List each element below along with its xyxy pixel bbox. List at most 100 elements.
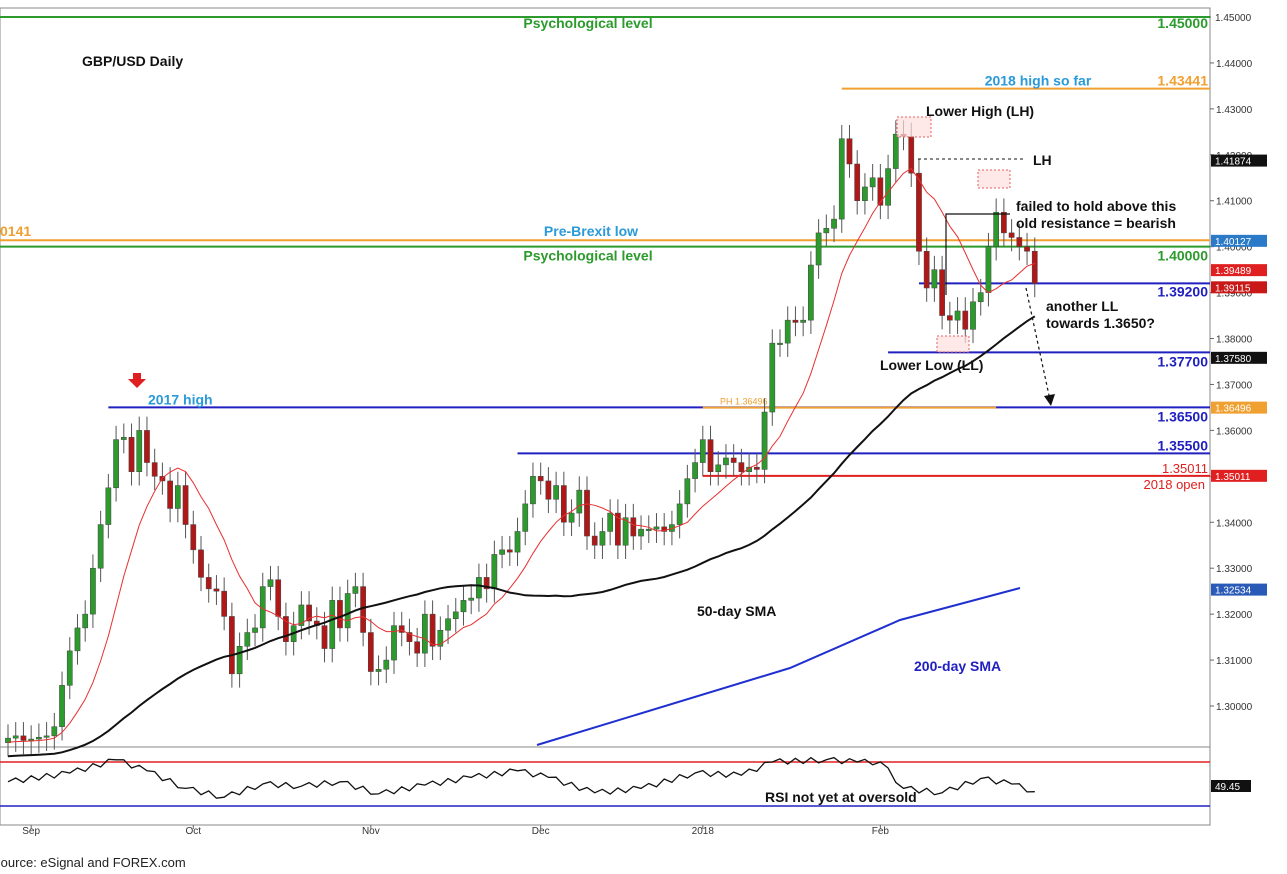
candle-body — [329, 600, 336, 649]
candle-body — [607, 512, 614, 532]
candle-body — [792, 319, 799, 323]
candle-body — [769, 342, 776, 413]
candle-body — [638, 528, 644, 537]
candle-body — [560, 485, 567, 523]
candle-body — [167, 480, 173, 509]
projection-arrow-line — [1025, 287, 1051, 401]
level-label: Psychological level — [523, 248, 652, 264]
candle-body — [599, 531, 606, 546]
price-badge-label: 1.39115 — [1215, 283, 1251, 294]
candle-body — [854, 163, 861, 201]
candle-body — [1001, 211, 1007, 234]
annotation-sma50: 50-day SMA — [697, 603, 776, 619]
sma-10-line — [7, 167, 1035, 743]
candle-body — [437, 629, 444, 647]
candle-body — [460, 600, 467, 613]
level-value: 1.39200 — [1157, 283, 1208, 299]
annotation-lower-low: Lower Low (LL) — [880, 357, 983, 373]
annotation-failed-hold: old resistance = bearish — [1016, 215, 1176, 231]
y-tick-label: 1.31000 — [1216, 656, 1253, 667]
candle-body — [684, 478, 691, 505]
candle-body — [537, 476, 544, 482]
candle-body — [892, 133, 899, 169]
candle-body — [476, 577, 482, 599]
candle-body — [800, 319, 807, 323]
x-tick-label: Sep — [22, 826, 40, 837]
price-badge-label: 1.39489 — [1215, 266, 1252, 277]
y-tick-label: 1.41000 — [1216, 197, 1253, 208]
candle-body — [1031, 251, 1038, 284]
candle-body — [445, 618, 451, 631]
candle-body — [877, 177, 884, 206]
candle-body — [205, 577, 212, 590]
candle-body — [715, 464, 722, 472]
candle-body — [190, 524, 197, 551]
y-tick-label: 1.34000 — [1216, 518, 1253, 529]
candle-body — [923, 251, 930, 289]
candle-body — [236, 646, 243, 675]
level-value: 1.36500 — [1157, 408, 1208, 424]
candle-body — [59, 685, 65, 727]
candle-body — [699, 439, 706, 463]
rsi-value-label: 49.45 — [1215, 782, 1240, 793]
annotation-failed-hold: failed to hold above this — [1016, 198, 1176, 214]
candle-body — [275, 579, 282, 617]
candle-body — [321, 625, 328, 649]
annotation-another-ll: towards 1.3650? — [1046, 315, 1155, 331]
candle-body — [406, 632, 413, 642]
candle-body — [136, 430, 143, 472]
level-label: 2018 high so far — [985, 73, 1092, 89]
candle-body — [252, 627, 258, 633]
candle-body — [20, 735, 27, 741]
candle-body — [530, 476, 536, 505]
candle-body — [120, 437, 127, 440]
level-label: Psychological level — [523, 15, 652, 31]
candle-body — [367, 632, 374, 672]
candle-body — [1016, 237, 1023, 247]
candle-body — [43, 735, 50, 738]
rsi-value-badge — [1211, 780, 1251, 792]
candle-body — [1024, 246, 1030, 252]
candle-body — [869, 177, 876, 188]
level-value: 1.35011 — [1162, 461, 1208, 476]
price-badge-label: 1.40127 — [1215, 237, 1252, 248]
annotation-lh: LH — [1033, 152, 1052, 168]
candle-body — [808, 264, 814, 321]
candle-body — [90, 567, 96, 615]
candle-body — [584, 489, 590, 537]
y-tick-label: 1.33000 — [1216, 564, 1253, 575]
candle-body — [522, 503, 529, 532]
x-tick-label: Feb — [872, 826, 890, 837]
candle-body — [506, 549, 513, 553]
candle-body — [198, 549, 204, 578]
level-value: 1.37700 — [1157, 353, 1208, 369]
candle-body — [468, 597, 475, 601]
price-badge — [1211, 154, 1267, 167]
y-tick-label: 1.32000 — [1216, 610, 1253, 621]
y-tick-label: 1.36000 — [1216, 426, 1253, 437]
candle-body — [391, 625, 397, 661]
candle-body — [151, 462, 158, 477]
level-value: 1.43441 — [1157, 73, 1208, 89]
candle-body — [144, 430, 150, 463]
candle-body — [615, 512, 621, 546]
candle-body — [12, 735, 19, 739]
price-badge — [1211, 401, 1267, 414]
annotation-rsi: RSI not yet at oversold — [765, 789, 917, 805]
candle-body — [97, 524, 104, 569]
y-tick-label: 1.40000 — [1216, 243, 1253, 254]
highlight-box — [977, 169, 1011, 189]
candle-body — [182, 485, 189, 525]
candle-body — [267, 579, 274, 587]
price-badges: 1.45000 1.41874 1.40127 1.39489 1.39115 1.375… — [1211, 11, 1267, 597]
price-badge-label: 1.32534 — [1215, 586, 1252, 597]
candle-body — [422, 613, 428, 654]
rsi-panel: 49.45 — [0, 756, 1251, 807]
price-badge — [1211, 583, 1267, 596]
candle-body — [993, 211, 1000, 247]
candle-body — [962, 310, 969, 330]
candle-body — [977, 292, 984, 303]
candle-body — [229, 616, 235, 675]
x-tick-label: 2018 — [692, 826, 715, 837]
candle-body — [939, 269, 945, 316]
